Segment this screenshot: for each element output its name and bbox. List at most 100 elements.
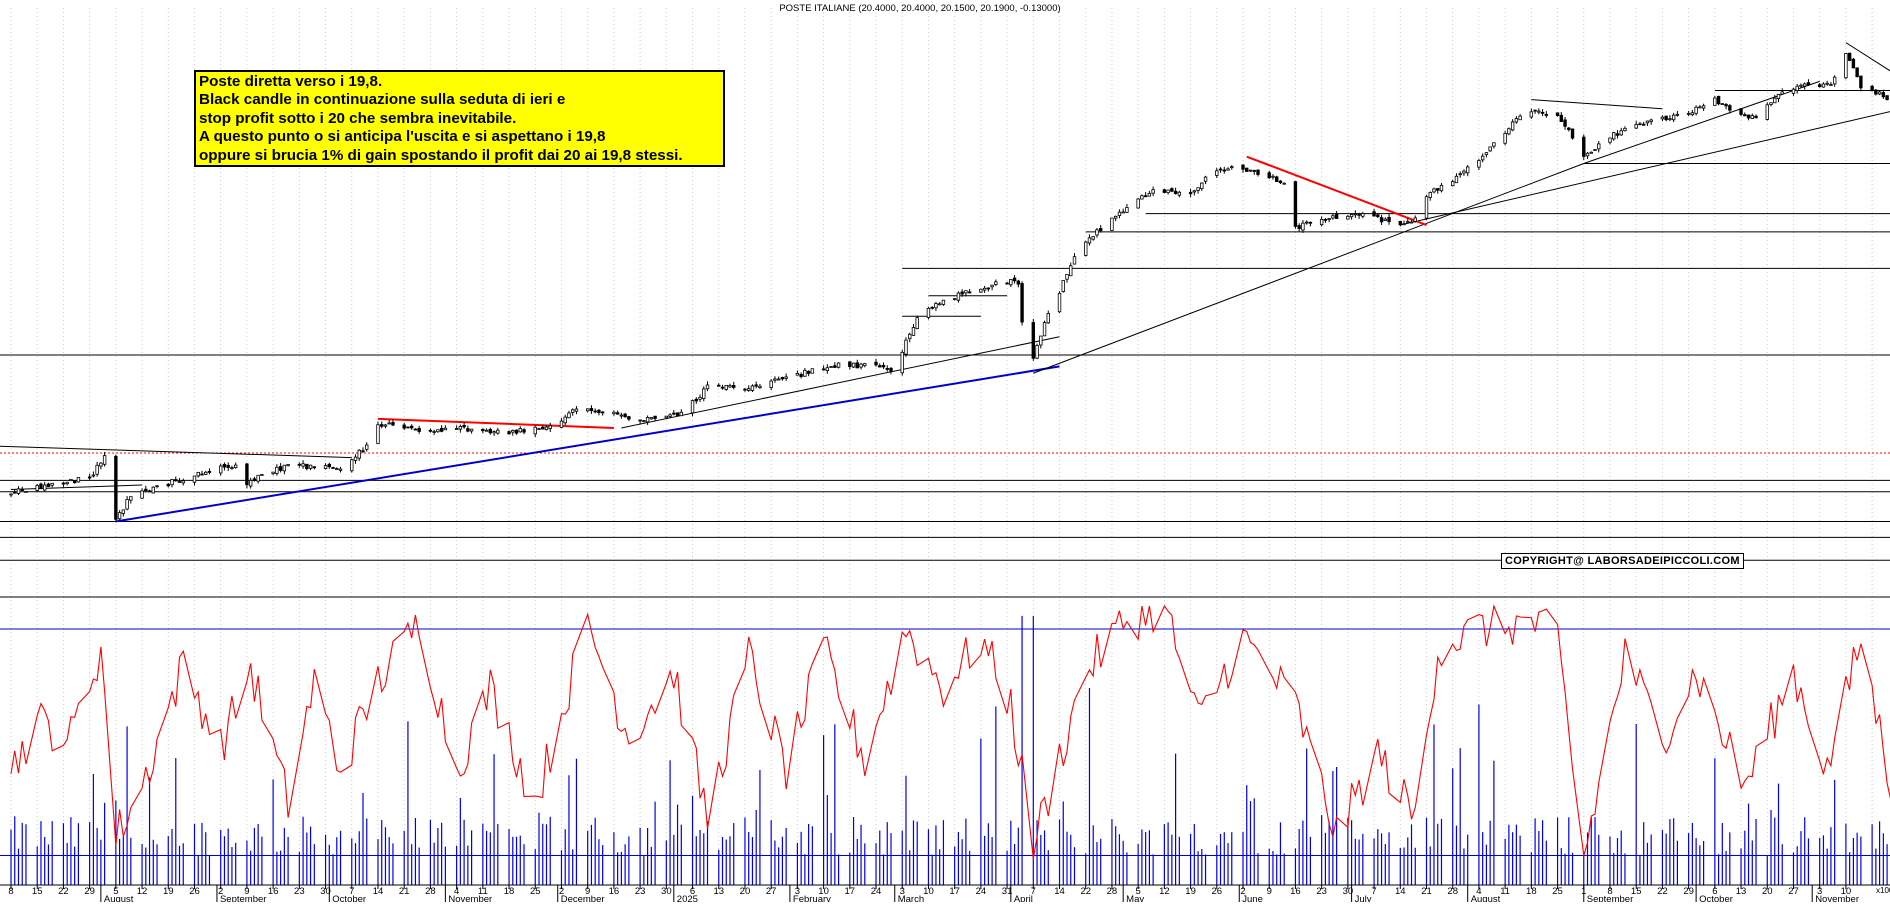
candle-body <box>615 412 620 415</box>
candle-body <box>780 377 785 380</box>
candle-body <box>986 287 991 290</box>
candle-body <box>776 378 781 381</box>
candle-body <box>758 385 762 389</box>
candle-body <box>192 475 197 483</box>
candle-body <box>1376 214 1380 218</box>
x-tick-label: 17 <box>845 886 856 897</box>
candle-body <box>672 412 676 415</box>
candle-body <box>1780 91 1784 95</box>
candle-body <box>705 384 710 390</box>
candle-body <box>1870 85 1874 92</box>
candle-body <box>979 288 983 293</box>
x-tick-label: 21 <box>1421 886 1432 897</box>
candle-body <box>1885 95 1889 100</box>
x-tick-label: 12 <box>137 886 148 897</box>
candle-body <box>1409 221 1414 224</box>
candle-body <box>1379 217 1384 223</box>
candle-body <box>24 490 28 493</box>
candle-body <box>1612 132 1616 140</box>
candle-body <box>35 484 39 491</box>
candle-body <box>1874 89 1878 95</box>
candle-body <box>207 471 212 473</box>
candle-body <box>649 417 654 420</box>
candle-body <box>1346 215 1350 220</box>
candle-body <box>1769 102 1773 105</box>
candle-body <box>432 431 436 433</box>
candle-body <box>522 429 526 433</box>
x-tick-label: 13 <box>1736 886 1747 897</box>
x-tick-label: 12 <box>1159 886 1170 897</box>
candle-body <box>694 398 698 402</box>
candle-body <box>147 490 152 493</box>
x-tick-label: 14 <box>1054 886 1065 897</box>
candle-body <box>1638 123 1642 126</box>
candle-body <box>851 362 856 368</box>
candle-body <box>537 428 541 430</box>
candle-body <box>1293 181 1298 227</box>
candle-body <box>1510 121 1515 131</box>
candle-body <box>439 427 444 432</box>
candle-body <box>1597 143 1601 150</box>
x-tick-label: 5 <box>1136 886 1141 897</box>
candle-body <box>1791 88 1796 94</box>
x-tick-label: 17 <box>949 886 960 897</box>
candle-body <box>484 429 489 432</box>
month-label: October <box>332 894 366 902</box>
candle-body <box>1454 175 1459 184</box>
candle-body <box>125 499 129 510</box>
x-tick-label: 11 <box>1500 886 1510 897</box>
candle-body <box>481 428 485 432</box>
candle-body <box>1084 241 1088 256</box>
candle-body <box>664 415 669 419</box>
candle-body <box>219 465 223 474</box>
candle-body <box>428 429 433 432</box>
candle-body <box>1218 168 1223 171</box>
candle-body <box>65 481 69 485</box>
candle-body <box>278 466 283 471</box>
candle-body <box>795 373 800 376</box>
candle-body <box>1776 93 1781 99</box>
candle-body <box>1799 84 1803 87</box>
candle-body <box>1140 195 1144 200</box>
candle-body <box>1173 190 1178 195</box>
candle-body <box>335 468 339 471</box>
month-label: February <box>793 894 831 902</box>
candle-body <box>1162 189 1167 193</box>
candle-body <box>956 292 961 301</box>
candle-body <box>803 369 807 377</box>
note-line: Black candle in continuazione sulla sedu… <box>199 91 566 109</box>
month-label: April <box>1014 894 1033 902</box>
trendline <box>377 417 614 429</box>
candle-body <box>889 367 893 372</box>
candle-body <box>248 479 253 487</box>
x-tick-label: 28 <box>1447 886 1458 897</box>
candle-body <box>675 412 680 416</box>
x-tick-label: 15 <box>1631 886 1642 897</box>
candle-body <box>728 385 732 388</box>
candle-body <box>1413 217 1417 222</box>
candle-body <box>878 365 882 368</box>
candle-body <box>1297 225 1301 229</box>
candle-body <box>1825 82 1829 85</box>
candle-body <box>466 428 470 432</box>
candle-body <box>50 482 54 486</box>
candle-body <box>312 466 317 469</box>
candle-body <box>1424 196 1429 219</box>
candle-body <box>911 327 916 336</box>
candle-body <box>200 473 204 476</box>
x-tick-label: 5 <box>113 886 118 897</box>
x-tick-label: 25 <box>1552 886 1563 897</box>
candle-body <box>1492 142 1496 147</box>
candle-body <box>1664 115 1668 121</box>
x-tick-label: 19 <box>163 886 174 897</box>
candle-body <box>76 477 81 483</box>
candle-body <box>181 480 185 484</box>
candle-body <box>1252 169 1256 172</box>
candle-body <box>1147 192 1152 197</box>
trendline <box>1246 155 1427 226</box>
candle-body <box>1334 213 1339 219</box>
candle-body <box>589 408 594 412</box>
candle-body <box>1436 188 1440 191</box>
candle-body <box>559 420 564 428</box>
